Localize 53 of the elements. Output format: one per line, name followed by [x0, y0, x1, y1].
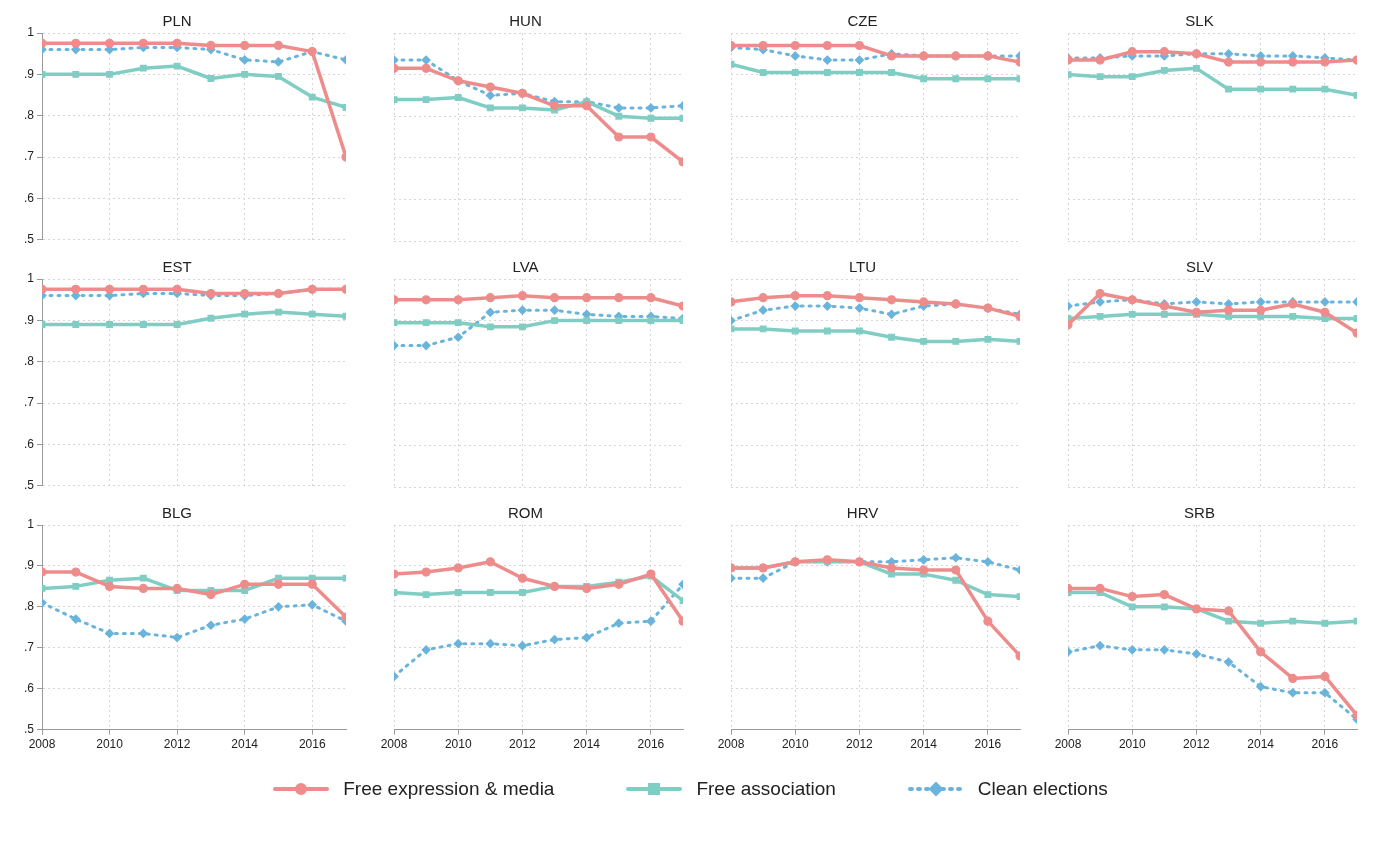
legend-label: Clean elections: [977, 778, 1108, 800]
chart-title: PLN: [162, 12, 192, 30]
y-tick-label: .8: [23, 354, 35, 369]
x-tick-label: 2014: [231, 737, 259, 752]
x-tick-label: 2008: [28, 737, 56, 752]
x-tick-label: 2014: [910, 737, 938, 752]
chart-title: EST: [162, 258, 192, 276]
x-tick-label: 2010: [781, 737, 809, 752]
chart-title: LTU: [848, 258, 877, 276]
x-tick-label: 2012: [846, 737, 874, 752]
chart-title: SLK: [1185, 12, 1214, 30]
chart-title: HRV: [846, 504, 879, 522]
chart-title: CZE: [847, 12, 878, 30]
x-tick-label: 2016: [637, 737, 665, 752]
x-tick-label: 2010: [96, 737, 124, 752]
x-tick-label: 2010: [444, 737, 472, 752]
y-tick-label: .5: [23, 232, 35, 247]
y-tick-label: 1: [27, 25, 35, 40]
x-tick-label: 2008: [380, 737, 408, 752]
y-tick-label: .7: [23, 149, 35, 164]
x-tick-label: 2010: [1118, 737, 1146, 752]
x-tick-label: 2012: [163, 737, 191, 752]
x-tick-label: 2016: [298, 737, 326, 752]
x-tick-label: 2014: [573, 737, 601, 752]
legend-label: Free association: [696, 778, 836, 800]
y-tick-label: .7: [23, 395, 35, 410]
x-tick-label: 2016: [974, 737, 1002, 752]
y-tick-label: .9: [23, 558, 35, 573]
y-tick-label: .6: [23, 190, 35, 205]
y-tick-label: .9: [23, 66, 35, 81]
x-tick-label: 2012: [1183, 737, 1211, 752]
y-tick-label: .8: [23, 599, 35, 614]
x-tick-label: 2014: [1247, 737, 1275, 752]
chart-title: BLG: [161, 504, 193, 522]
y-tick-label: .7: [23, 640, 35, 655]
y-tick-label: 1: [27, 271, 35, 286]
chart-title: SRB: [1184, 504, 1215, 522]
x-tick-label: 2008: [717, 737, 745, 752]
y-tick-label: 1: [27, 517, 35, 532]
y-tick-label: .5: [23, 478, 35, 493]
x-tick-label: 2016: [1311, 737, 1339, 752]
y-tick-label: .6: [23, 680, 35, 695]
x-tick-label: 2008: [1054, 737, 1082, 752]
chart-title: SLV: [1185, 258, 1214, 276]
y-tick-label: .6: [23, 436, 35, 451]
chart-title: LVA: [512, 258, 539, 276]
y-tick-label: .9: [23, 312, 35, 327]
legend-label: Free expression & media: [343, 778, 555, 800]
x-tick-label: 2012: [509, 737, 537, 752]
chart-title: ROM: [508, 504, 543, 522]
chart-title: HUN: [509, 12, 542, 30]
y-tick-label: .5: [23, 721, 35, 736]
y-tick-label: .8: [23, 108, 35, 123]
